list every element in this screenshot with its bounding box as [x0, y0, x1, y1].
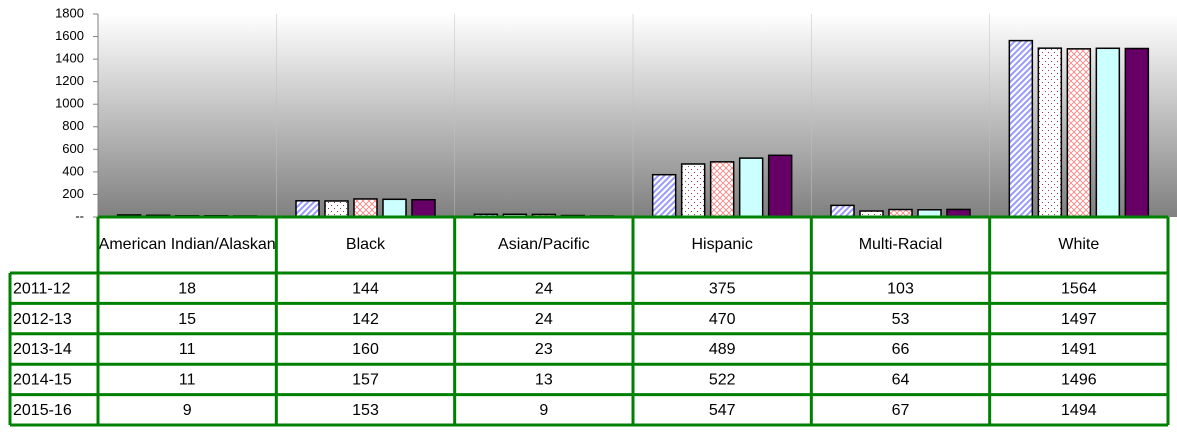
- bar: [680, 163, 706, 218]
- bar: [295, 200, 320, 218]
- category-label: White: [1058, 236, 1100, 253]
- table-value: 24: [535, 280, 553, 297]
- y-tick-label: 200: [62, 186, 84, 201]
- bar: [1008, 39, 1034, 218]
- table-value: 157: [352, 372, 379, 389]
- y-tick-label: 1400: [55, 51, 84, 66]
- table-value: 1491: [1061, 341, 1097, 358]
- table-value: 67: [892, 402, 910, 419]
- plot-area: [98, 14, 1177, 217]
- row-label: 2011-12: [13, 280, 71, 297]
- table-value: 23: [535, 341, 553, 358]
- table-value: 66: [892, 341, 910, 358]
- bar: [353, 198, 378, 218]
- table-value: 9: [539, 402, 548, 419]
- table-header-cell: White: [1058, 236, 1100, 253]
- table-value: 15: [178, 311, 196, 328]
- table-value: 1496: [1061, 372, 1097, 389]
- bar: [651, 173, 677, 218]
- category-label: Asian/Pacific: [498, 236, 590, 253]
- table-value: 489: [709, 341, 736, 358]
- table-value: 153: [352, 402, 379, 419]
- table-value: 144: [352, 280, 379, 297]
- table-value: 11: [179, 372, 196, 389]
- table-value: 11: [179, 341, 196, 358]
- category-label: American Indian/Alaskan: [98, 236, 276, 253]
- table-value: 1497: [1061, 311, 1097, 328]
- y-tick-label: 400: [62, 163, 84, 178]
- table-value: 64: [892, 372, 910, 389]
- y-tick-label: 800: [62, 118, 84, 133]
- table-value: 103: [887, 280, 914, 297]
- table-value: 1564: [1061, 280, 1097, 297]
- bar: [1124, 47, 1150, 218]
- bar: [411, 198, 436, 218]
- bar: [767, 154, 793, 218]
- table-header-cell: Hispanic: [691, 236, 753, 253]
- bar: [738, 157, 764, 218]
- table-value: 375: [709, 280, 736, 297]
- table-value: 547: [709, 402, 736, 419]
- y-tick-label: --: [75, 208, 84, 223]
- table-header-cell: Asian/Pacific: [498, 236, 590, 253]
- table-value: 522: [709, 372, 736, 389]
- bar: [1066, 48, 1092, 218]
- table-value: 160: [352, 341, 379, 358]
- row-label: 2012-13: [13, 311, 72, 328]
- category-label: Black: [345, 236, 386, 253]
- table-value: 18: [178, 280, 196, 297]
- y-tick-label: 1000: [55, 96, 84, 111]
- y-tick-label: 1200: [55, 73, 84, 88]
- category-label: Multi-Racial: [858, 236, 943, 253]
- bar: [1037, 47, 1063, 218]
- y-tick-label: 1800: [55, 5, 84, 20]
- table-value: 24: [535, 311, 553, 328]
- table-header-cell: Black: [345, 236, 386, 253]
- row-label: 2014-15: [13, 372, 72, 389]
- category-label: Hispanic: [691, 236, 753, 253]
- table-value: 53: [892, 311, 910, 328]
- bar: [830, 204, 855, 218]
- row-label: 2015-16: [13, 402, 72, 419]
- bar: [324, 200, 349, 218]
- bar: [709, 161, 735, 218]
- table-value: 1494: [1061, 402, 1097, 419]
- y-tick-label: 600: [62, 141, 84, 156]
- table-value: 142: [352, 311, 379, 328]
- table-value: 13: [535, 372, 553, 389]
- table-header-cell: American Indian/Alaskan: [98, 236, 276, 253]
- table-header-cell: Multi-Racial: [858, 236, 943, 253]
- table-value: 9: [183, 402, 192, 419]
- bar: [382, 198, 407, 218]
- bar: [1095, 47, 1121, 218]
- table-value: 470: [709, 311, 736, 328]
- row-label: 2013-14: [13, 341, 72, 358]
- y-tick-label: 1600: [55, 28, 84, 43]
